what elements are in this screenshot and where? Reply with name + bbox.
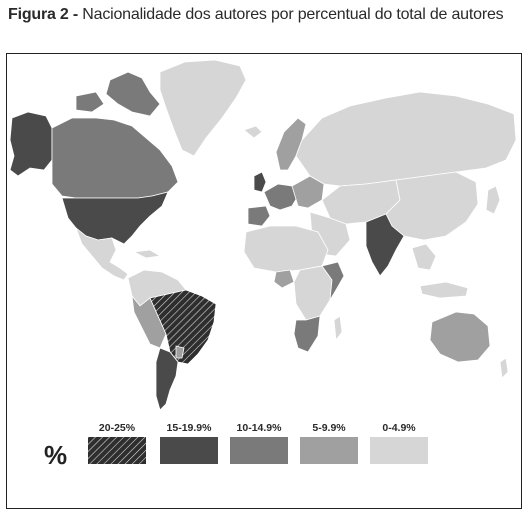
legend-item-20-25: 20-25% [88, 422, 146, 469]
figure-title: Figura 2 - Nacionalidade dos autores por… [8, 5, 523, 24]
legend-item-5-9: 5-9.9% [300, 422, 358, 464]
north-africa [243, 225, 329, 273]
iberia [247, 205, 271, 227]
legend-label: 0-4.9% [382, 422, 416, 434]
canada [51, 117, 179, 199]
new-zealand [499, 357, 509, 379]
australia [429, 311, 491, 363]
legend-swatch-hatched [88, 437, 146, 464]
legend-label: 15-19.9% [166, 422, 212, 434]
legend-item-10-14: 10-14.9% [230, 422, 288, 464]
madagascar [333, 315, 343, 342]
iceland [243, 125, 263, 139]
legend-item-0-4: 0-4.9% [370, 422, 428, 464]
alaska [9, 111, 53, 177]
legend-swatch [160, 437, 218, 464]
russia [295, 91, 517, 187]
legend-item-15-19: 15-19.9% [160, 422, 218, 464]
caribbean [132, 249, 162, 259]
japan [485, 185, 501, 215]
legend-swatch [230, 437, 288, 464]
india [365, 213, 405, 277]
legend-label: 20-25% [98, 422, 136, 434]
greenland [159, 59, 247, 157]
central-africa [293, 265, 333, 321]
canada-arctic-islands-2 [75, 91, 105, 113]
southern-africa [293, 315, 321, 353]
east-africa [321, 261, 345, 301]
legend-swatch [300, 437, 358, 464]
united-kingdom [253, 171, 267, 193]
mexico [75, 226, 129, 281]
indonesia [419, 281, 469, 299]
figure-number: Figura 2 - [8, 6, 79, 23]
nigeria [273, 269, 295, 289]
united-states [61, 191, 169, 245]
figure-caption: Nacionalidade dos autores por percentual… [78, 6, 504, 23]
canada-arctic-islands [105, 71, 161, 117]
legend-label: 10-14.9% [236, 422, 282, 434]
uruguay [175, 345, 185, 359]
peru-bolivia [131, 294, 167, 349]
map-frame [6, 53, 522, 509]
legend-percent-symbol: % [44, 440, 68, 470]
legend-label: 5-9.9% [312, 422, 346, 434]
argentina [155, 347, 179, 411]
legend-swatch [370, 437, 428, 464]
southeast-asia [411, 243, 437, 271]
western-europe [263, 183, 299, 211]
brazil [149, 289, 217, 365]
china [385, 171, 479, 241]
